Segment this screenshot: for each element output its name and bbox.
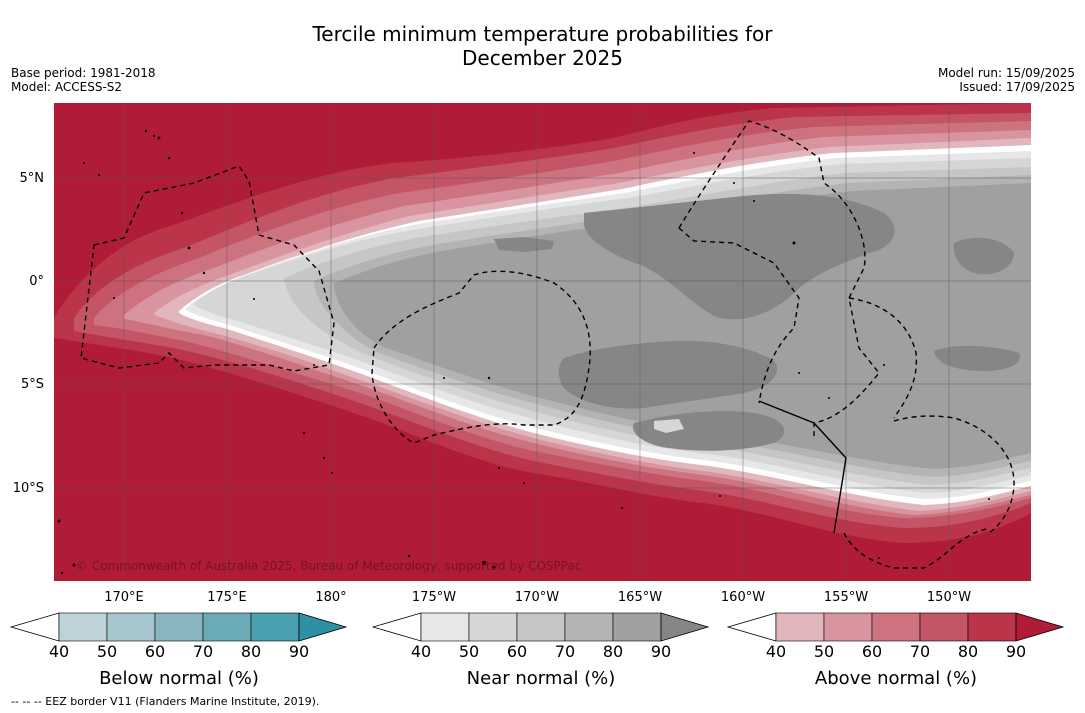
islands: [57, 129, 990, 575]
lon-label-180: 180°: [315, 590, 347, 605]
cb-near-tick: 40: [410, 642, 432, 661]
map-canvas: [54, 103, 1031, 581]
near-90-patch-3: [953, 237, 1014, 275]
lon-label-175e: 175°E: [207, 590, 247, 605]
cb-above-tick: 90: [1005, 642, 1027, 661]
colorbar-segment: [154, 612, 204, 642]
cb-below-tick: 80: [240, 642, 262, 661]
lat-label-10s: 10°S: [12, 481, 44, 496]
near-80-patch: [654, 419, 684, 433]
colorbar-segment: [775, 612, 825, 642]
colorbar-segment: [202, 612, 252, 642]
lon-label-175w: 175°W: [411, 590, 457, 605]
colorbar-segment: [823, 612, 873, 642]
cb-below-tick: 60: [144, 642, 166, 661]
lat-label-0: 0°: [29, 274, 44, 289]
colorbar-extend-high: [660, 612, 710, 642]
cb-near-tick: 90: [650, 642, 672, 661]
near-90-patch-1: [494, 237, 554, 252]
lon-label-155w: 155°W: [823, 590, 869, 605]
eez-footnote: -- -- -- EEZ border V11 (Flanders Marine…: [11, 695, 320, 708]
cb-below-tick: 40: [48, 642, 70, 661]
colorbar-segment: [871, 612, 921, 642]
lon-label-170e: 170°E: [104, 590, 144, 605]
cb-near-tick: 50: [458, 642, 480, 661]
colorbar-near: [372, 612, 710, 642]
cb-near-tick: 70: [554, 642, 576, 661]
base-period: Base period: 1981-2018: [11, 66, 156, 80]
model-run: Model run: 15/09/2025: [937, 66, 1075, 80]
colorbar-extend-low: [10, 612, 60, 642]
colorbar-segment: [468, 612, 518, 642]
near-90-patch-6: [934, 345, 1020, 371]
colorbar-segment: [106, 612, 156, 642]
colorbar-segment: [420, 612, 470, 642]
colorbar-below-label: Below normal (%): [99, 668, 259, 689]
cb-below-tick: 50: [96, 642, 118, 661]
cb-above-tick: 80: [957, 642, 979, 661]
lon-label-160w: 160°W: [720, 590, 766, 605]
near-90-patch-2: [584, 193, 895, 320]
lat-label-5n: 5°N: [19, 171, 45, 186]
probability-map: © Commonwealth of Australia 2025, Bureau…: [54, 103, 1031, 581]
colorbar-below: [10, 612, 348, 642]
cb-above-tick: 40: [765, 642, 787, 661]
colorbar-segment: [967, 612, 1017, 642]
title-line-2: December 2025: [462, 46, 623, 70]
cb-above-tick: 60: [861, 642, 883, 661]
map-title: Tercile minimum temperature probabilitie…: [0, 22, 1085, 70]
colorbar-segment: [612, 612, 662, 642]
meta-right: Model run: 15/09/2025 Issued: 17/09/2025: [938, 66, 1075, 94]
colorbar-extend-low: [727, 612, 777, 642]
meta-left: Base period: 1981-2018 Model: ACCESS-S2: [11, 66, 156, 94]
colorbar-segment: [58, 612, 108, 642]
near-90-patch-4: [558, 340, 778, 409]
copyright-notice: © Commonwealth of Australia 2025, Bureau…: [76, 559, 582, 573]
cb-below-tick: 70: [192, 642, 214, 661]
colorbar-near-label: Near normal (%): [466, 668, 616, 689]
colorbar-segment: [919, 612, 969, 642]
lat-label-5s: 5°S: [20, 377, 44, 392]
colorbar-segment: [250, 612, 300, 642]
colorbar-above-label: Above normal (%): [814, 668, 978, 689]
issued-date: Issued: 17/09/2025: [959, 80, 1075, 94]
graticule: [54, 103, 1031, 581]
cb-below-tick: 90: [288, 642, 310, 661]
cb-above-tick: 50: [813, 642, 835, 661]
lon-label-170w: 170°W: [514, 590, 560, 605]
colorbar-above: [727, 612, 1065, 642]
colorbar-segment: [516, 612, 566, 642]
colorbar-extend-high: [298, 612, 348, 642]
colorbar-extend-high: [1015, 612, 1065, 642]
cb-near-tick: 60: [506, 642, 528, 661]
cb-above-tick: 70: [909, 642, 931, 661]
maritime-boundary-solid: [758, 400, 847, 534]
title-line-1: Tercile minimum temperature probabilitie…: [312, 22, 773, 46]
colorbar-segment: [564, 612, 614, 642]
eez-borders: [80, 120, 1015, 569]
model-name: Model: ACCESS-S2: [11, 80, 123, 94]
cb-near-tick: 80: [602, 642, 624, 661]
lon-label-150w: 150°W: [926, 590, 972, 605]
colorbar-extend-low: [372, 612, 422, 642]
lon-label-165w: 165°W: [617, 590, 663, 605]
